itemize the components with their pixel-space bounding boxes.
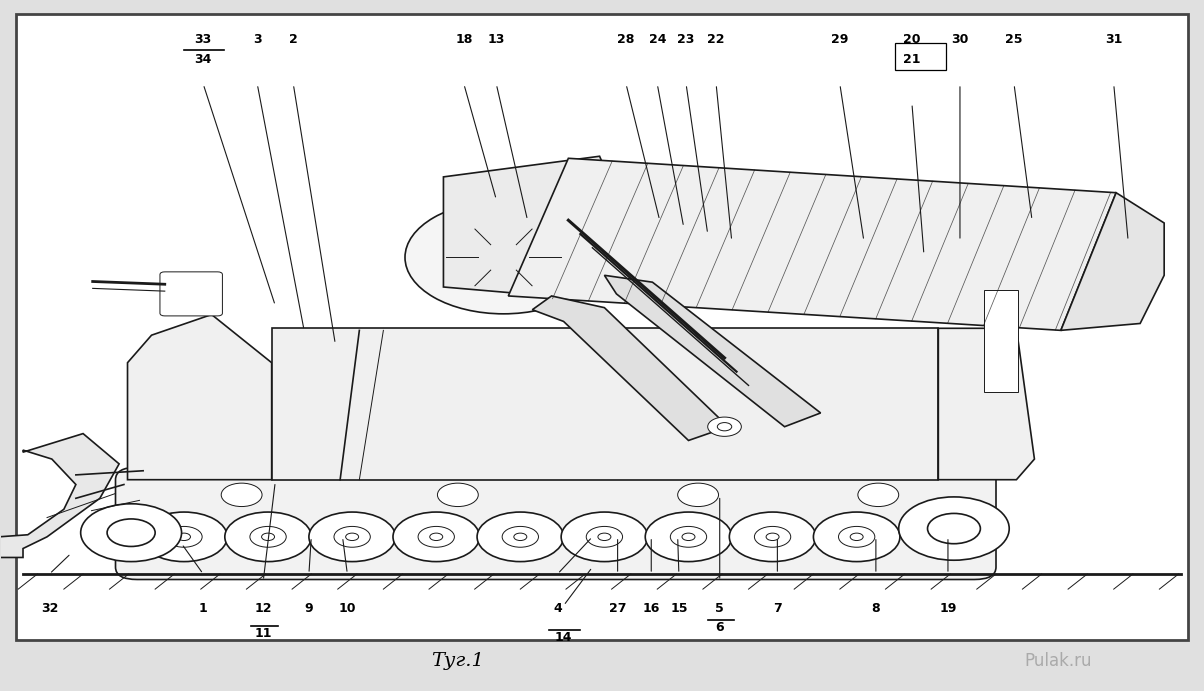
- Circle shape: [814, 512, 899, 562]
- Circle shape: [225, 512, 312, 562]
- Polygon shape: [0, 433, 119, 558]
- Text: 22: 22: [708, 32, 725, 46]
- Text: 30: 30: [951, 32, 969, 46]
- FancyBboxPatch shape: [984, 290, 1017, 392]
- Text: 13: 13: [488, 32, 504, 46]
- Text: 2: 2: [289, 32, 297, 46]
- Circle shape: [678, 483, 719, 507]
- Circle shape: [334, 527, 371, 547]
- Circle shape: [766, 533, 779, 540]
- Circle shape: [477, 512, 563, 562]
- Circle shape: [430, 533, 443, 540]
- Circle shape: [309, 512, 395, 562]
- Circle shape: [838, 527, 875, 547]
- Circle shape: [250, 527, 287, 547]
- Circle shape: [81, 504, 182, 562]
- Text: 14: 14: [555, 631, 572, 644]
- Text: 3: 3: [253, 32, 261, 46]
- Circle shape: [681, 533, 695, 540]
- Circle shape: [418, 527, 454, 547]
- Circle shape: [708, 417, 742, 436]
- Circle shape: [927, 513, 980, 544]
- Text: 32: 32: [41, 602, 58, 615]
- Text: 16: 16: [643, 602, 660, 615]
- Circle shape: [107, 519, 155, 547]
- Circle shape: [850, 533, 863, 540]
- Circle shape: [561, 512, 648, 562]
- Text: 23: 23: [678, 32, 695, 46]
- Text: 25: 25: [1005, 32, 1022, 46]
- Circle shape: [502, 527, 538, 547]
- Circle shape: [405, 201, 602, 314]
- Text: 15: 15: [671, 602, 687, 615]
- Circle shape: [261, 533, 275, 540]
- Text: 31: 31: [1105, 32, 1122, 46]
- Text: 27: 27: [609, 602, 626, 615]
- FancyBboxPatch shape: [895, 44, 945, 70]
- Circle shape: [898, 497, 1009, 560]
- Circle shape: [346, 533, 359, 540]
- FancyBboxPatch shape: [116, 467, 996, 580]
- Circle shape: [447, 225, 561, 290]
- FancyBboxPatch shape: [160, 272, 223, 316]
- Text: 21: 21: [903, 53, 921, 66]
- Circle shape: [222, 483, 262, 507]
- Circle shape: [671, 527, 707, 547]
- Text: 18: 18: [455, 32, 472, 46]
- Circle shape: [177, 533, 190, 540]
- Circle shape: [718, 423, 732, 431]
- Text: 1: 1: [199, 602, 207, 615]
- Text: 33: 33: [195, 32, 212, 46]
- FancyBboxPatch shape: [272, 328, 938, 480]
- Circle shape: [514, 533, 527, 540]
- Text: Pulak.ru: Pulak.ru: [1025, 652, 1092, 670]
- Circle shape: [141, 512, 228, 562]
- Circle shape: [730, 512, 816, 562]
- Circle shape: [598, 533, 610, 540]
- Text: 29: 29: [831, 32, 849, 46]
- Text: 28: 28: [618, 32, 635, 46]
- Text: 9: 9: [305, 602, 313, 615]
- Text: 7: 7: [773, 602, 781, 615]
- Polygon shape: [443, 156, 628, 301]
- Text: 12: 12: [254, 602, 272, 615]
- Polygon shape: [532, 296, 728, 440]
- Polygon shape: [1061, 193, 1164, 330]
- Circle shape: [478, 243, 529, 272]
- Polygon shape: [508, 158, 1116, 330]
- Text: 8: 8: [872, 602, 880, 615]
- Text: 20: 20: [903, 32, 921, 46]
- Polygon shape: [604, 275, 821, 427]
- Polygon shape: [938, 328, 1034, 480]
- Text: Τуг.1: Τуг.1: [431, 652, 484, 670]
- Circle shape: [586, 527, 622, 547]
- Text: 5: 5: [715, 602, 724, 615]
- Text: 4: 4: [553, 602, 562, 615]
- Text: 34: 34: [195, 53, 212, 66]
- Circle shape: [858, 483, 898, 507]
- Text: 10: 10: [338, 602, 356, 615]
- Circle shape: [393, 512, 479, 562]
- Polygon shape: [128, 314, 272, 480]
- Text: 11: 11: [254, 627, 272, 640]
- Text: 24: 24: [649, 32, 666, 46]
- FancyBboxPatch shape: [16, 14, 1188, 640]
- Circle shape: [645, 512, 732, 562]
- Circle shape: [166, 527, 202, 547]
- Text: 19: 19: [939, 602, 957, 615]
- Circle shape: [755, 527, 791, 547]
- Circle shape: [437, 483, 478, 507]
- Text: 6: 6: [715, 621, 724, 634]
